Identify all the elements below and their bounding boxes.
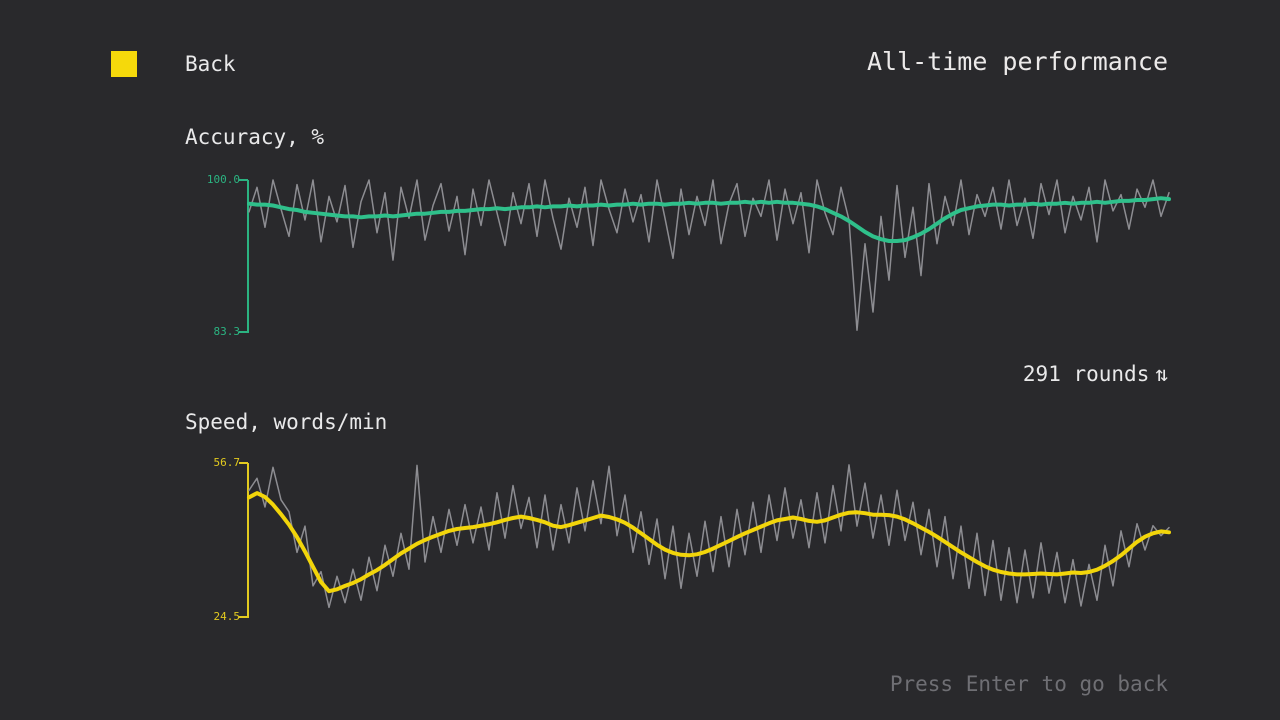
speed-ymin-label: 24.5 bbox=[213, 610, 241, 623]
accuracy-moving-average-line bbox=[247, 196, 1171, 243]
accuracy-section-label: Accuracy, % bbox=[185, 125, 325, 149]
rounds-count-label: 291 rounds bbox=[1022, 362, 1150, 386]
up-down-arrows-icon: ⇅ bbox=[1155, 362, 1168, 386]
speed-bottom-tick bbox=[239, 616, 248, 618]
accuracy-ymin-label: 83.3 bbox=[213, 325, 241, 338]
accuracy-ymax-label: 100.0 bbox=[206, 173, 240, 186]
speed-raw-line bbox=[248, 464, 1170, 609]
accuracy-chart bbox=[247, 179, 1171, 331]
rounds-counter[interactable]: 291 rounds ⇅ bbox=[1023, 362, 1168, 386]
speed-y-axis bbox=[247, 463, 249, 618]
speed-ymax-label: 56.7 bbox=[213, 456, 241, 469]
speed-moving-average-line bbox=[247, 491, 1171, 594]
speed-chart bbox=[247, 464, 1171, 609]
speed-section-label: Speed, words/min bbox=[185, 410, 388, 434]
speed-top-tick bbox=[239, 462, 248, 464]
back-button[interactable]: Back bbox=[185, 52, 236, 76]
accuracy-top-tick bbox=[239, 179, 248, 181]
footer-hint: Press Enter to go back bbox=[889, 672, 1168, 696]
page-title: All-time performance bbox=[866, 47, 1168, 76]
accuracy-y-axis bbox=[247, 180, 249, 333]
accuracy-bottom-tick bbox=[239, 331, 248, 333]
yellow-square-icon bbox=[111, 51, 137, 77]
